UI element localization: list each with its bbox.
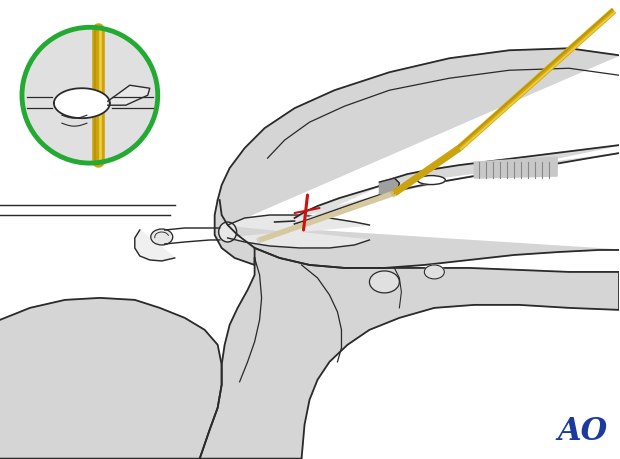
Polygon shape [54,88,110,118]
Polygon shape [135,230,175,261]
Polygon shape [0,298,222,459]
Circle shape [22,28,157,163]
Text: AO: AO [557,416,608,447]
Ellipse shape [219,222,237,242]
Polygon shape [379,145,619,195]
Polygon shape [294,186,379,224]
Polygon shape [200,248,619,459]
Polygon shape [108,85,150,105]
Ellipse shape [370,271,399,293]
Polygon shape [215,200,255,265]
Ellipse shape [151,229,173,245]
Polygon shape [474,157,557,178]
Ellipse shape [424,265,445,279]
Polygon shape [228,215,370,248]
Ellipse shape [417,176,445,185]
Polygon shape [218,48,619,268]
Polygon shape [379,178,399,196]
